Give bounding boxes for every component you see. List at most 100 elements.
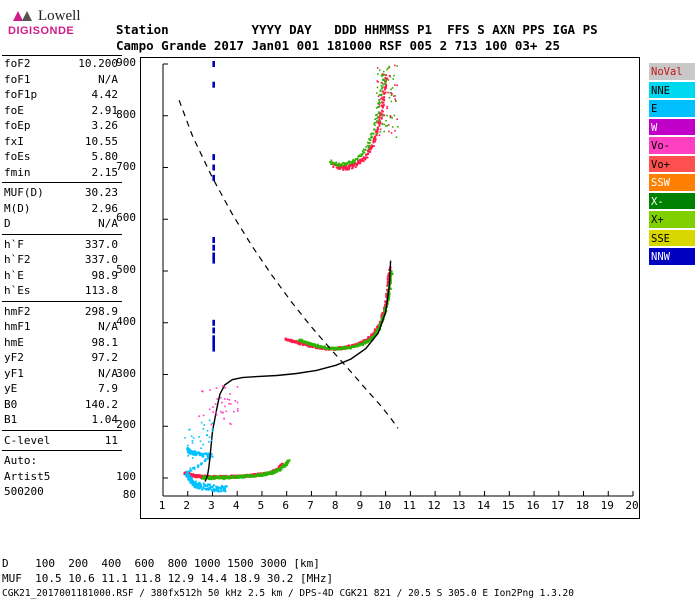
param-group-frequencies: foF2 10.200 foF1 N/A foF1p 4.42 foE 2.91 foEp 3.2… bbox=[2, 56, 122, 180]
param-key: B0 bbox=[4, 397, 17, 413]
legend-item-ssw[interactable]: SSW bbox=[648, 173, 696, 192]
param-divider-3 bbox=[2, 301, 122, 302]
y-axis-tick-label: 400 bbox=[106, 315, 136, 328]
legend-item-x-[interactable]: X- bbox=[648, 192, 696, 211]
x-axis-tick-label: 14 bbox=[474, 499, 494, 512]
param-row: foEs 5.80 bbox=[2, 149, 122, 165]
logo-product-text: DIGISONDE bbox=[8, 25, 74, 37]
param-key: foF2 bbox=[4, 56, 31, 72]
y-axis-tick-label: 80 bbox=[106, 488, 136, 501]
x-axis-tick-label: 17 bbox=[548, 499, 568, 512]
param-key: foF1 bbox=[4, 72, 31, 88]
param-key: h`F bbox=[4, 237, 24, 253]
param-key: yE bbox=[4, 381, 17, 397]
param-auto-line: Auto: bbox=[2, 453, 122, 469]
lowell-digisonde-logo: Lowell DIGISONDE bbox=[6, 8, 116, 38]
param-key: foE bbox=[4, 103, 24, 119]
x-axis-tick-label: 12 bbox=[424, 499, 444, 512]
param-divider-1 bbox=[2, 182, 122, 183]
legend-item-nnw[interactable]: NNW bbox=[648, 247, 696, 266]
param-row: M(D) 2.96 bbox=[2, 201, 122, 217]
param-value: N/A bbox=[98, 72, 118, 88]
param-key: M(D) bbox=[4, 201, 31, 217]
param-value: 113.8 bbox=[85, 283, 118, 299]
x-axis-tick-label: 13 bbox=[449, 499, 469, 512]
x-axis-tick-label: 11 bbox=[399, 499, 419, 512]
param-auto-line: 500200 bbox=[2, 484, 122, 500]
legend-item-x-[interactable]: X+ bbox=[648, 210, 696, 229]
logo-mark-icon bbox=[12, 9, 34, 23]
x-axis-tick-label: 10 bbox=[375, 499, 395, 512]
param-key: hmE bbox=[4, 335, 24, 351]
scale-line-d: D 100 200 400 600 800 1000 1500 3000 [km… bbox=[2, 557, 320, 570]
param-row: yF2 97.2 bbox=[2, 350, 122, 366]
distance-muf-scale: D 100 200 400 600 800 1000 1500 3000 [km… bbox=[2, 556, 333, 586]
param-key: B1 bbox=[4, 412, 17, 428]
y-axis-tick-label: 600 bbox=[106, 211, 136, 224]
x-axis-tick-label: 20 bbox=[622, 499, 642, 512]
direction-legend: NoVal NNE E W Vo- Vo+ SSW X- X+ SSE NNW bbox=[648, 62, 696, 266]
scale-line-muf: MUF 10.5 10.6 11.1 11.8 12.9 14.4 18.9 3… bbox=[2, 572, 333, 585]
legend-item-sse[interactable]: SSE bbox=[648, 229, 696, 248]
param-key: foF1p bbox=[4, 87, 37, 103]
param-row: yF1 N/A bbox=[2, 366, 122, 382]
param-row: hmE 98.1 bbox=[2, 335, 122, 351]
param-row: h`F 337.0 bbox=[2, 237, 122, 253]
y-axis-tick-label: 900 bbox=[106, 56, 136, 69]
param-divider-2 bbox=[2, 234, 122, 235]
param-key: MUF(D) bbox=[4, 185, 44, 201]
param-value: 97.2 bbox=[92, 350, 119, 366]
param-row: foEp 3.26 bbox=[2, 118, 122, 134]
x-axis-tick-label: 18 bbox=[573, 499, 593, 512]
y-axis-tick-label: 100 bbox=[106, 470, 136, 483]
ionogram-parameters-panel: foF2 10.200 foF1 N/A foF1p 4.42 foE 2.91 foEp 3.2… bbox=[2, 55, 122, 500]
param-row: B0 140.2 bbox=[2, 397, 122, 413]
x-axis-tick-label: 7 bbox=[300, 499, 320, 512]
logo-brand-text: Lowell bbox=[38, 8, 81, 25]
param-value: 4.42 bbox=[92, 87, 119, 103]
legend-item-vo-[interactable]: Vo+ bbox=[648, 155, 696, 174]
param-key: C-level bbox=[4, 433, 50, 449]
x-axis-tick-label: 16 bbox=[523, 499, 543, 512]
param-group-muf: MUF(D) 30.23 M(D) 2.96 D N/A bbox=[2, 185, 122, 232]
param-group-auto: Auto: Artist5 500200 bbox=[2, 453, 122, 500]
y-axis-tick-label: 700 bbox=[106, 160, 136, 173]
x-axis-tick-label: 15 bbox=[498, 499, 518, 512]
legend-item-w[interactable]: W bbox=[648, 118, 696, 137]
station-header-labels: Station YYYY DAY DDD HHMMSS P1 FFS S AXN… bbox=[116, 22, 598, 37]
param-value: 98.1 bbox=[92, 335, 119, 351]
param-value: 7.9 bbox=[98, 381, 118, 397]
station-header-values: Campo Grande 2017 Jan01 001 181000 RSF 0… bbox=[116, 38, 560, 53]
legend-item-nne[interactable]: NNE bbox=[648, 81, 696, 100]
x-axis-tick-label: 5 bbox=[251, 499, 271, 512]
param-value: 10.55 bbox=[85, 134, 118, 150]
ionogram-canvas bbox=[141, 58, 641, 520]
param-key: h`E bbox=[4, 268, 24, 284]
param-row: yE 7.9 bbox=[2, 381, 122, 397]
y-axis-tick-label: 800 bbox=[106, 108, 136, 121]
x-axis-tick-label: 1 bbox=[152, 499, 172, 512]
legend-item-noval[interactable]: NoVal bbox=[648, 62, 696, 81]
x-axis-tick-label: 9 bbox=[350, 499, 370, 512]
param-row: hmF2 298.9 bbox=[2, 304, 122, 320]
param-row: foF1 N/A bbox=[2, 72, 122, 88]
param-key: h`Es bbox=[4, 283, 31, 299]
param-key: fxI bbox=[4, 134, 24, 150]
x-axis-tick-label: 8 bbox=[325, 499, 345, 512]
param-row: B1 1.04 bbox=[2, 412, 122, 428]
footer-metadata: CGK21_2017001181000.RSF / 380fx512h 50 k… bbox=[2, 588, 574, 599]
param-value: 11 bbox=[105, 433, 118, 449]
param-row: D N/A bbox=[2, 216, 122, 232]
param-key: yF1 bbox=[4, 366, 24, 382]
param-row: hmF1 N/A bbox=[2, 319, 122, 335]
y-axis-tick-label: 200 bbox=[106, 418, 136, 431]
x-axis-tick-label: 4 bbox=[226, 499, 246, 512]
x-axis-tick-label: 3 bbox=[201, 499, 221, 512]
param-row: h`Es 113.8 bbox=[2, 283, 122, 299]
ionogram-plot bbox=[140, 57, 640, 519]
param-row: fmin 2.15 bbox=[2, 165, 122, 181]
legend-item-vo-[interactable]: Vo- bbox=[648, 136, 696, 155]
legend-item-e[interactable]: E bbox=[648, 99, 696, 118]
param-key: hmF1 bbox=[4, 319, 31, 335]
param-key: hmF2 bbox=[4, 304, 31, 320]
